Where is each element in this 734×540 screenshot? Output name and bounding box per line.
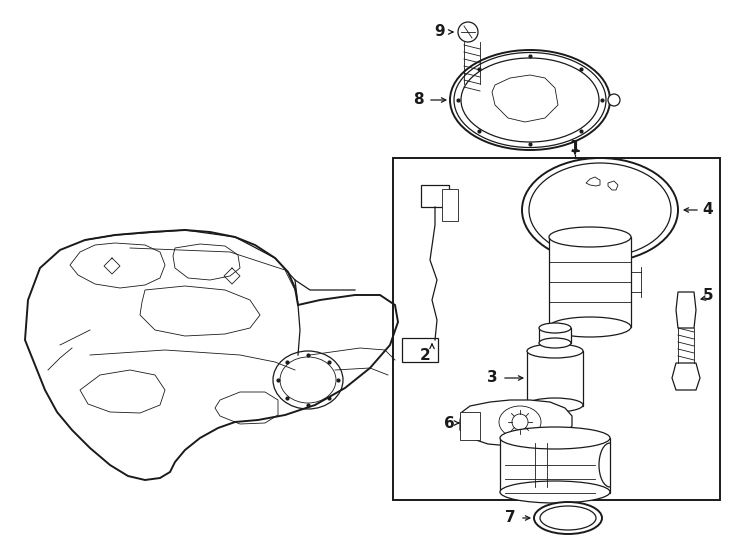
Ellipse shape: [529, 163, 671, 257]
Ellipse shape: [450, 50, 610, 150]
Bar: [527, 351, 583, 406]
Ellipse shape: [549, 317, 631, 337]
Polygon shape: [672, 363, 700, 390]
Ellipse shape: [500, 427, 610, 449]
Ellipse shape: [527, 344, 583, 358]
Ellipse shape: [527, 398, 583, 412]
Text: 3: 3: [487, 370, 498, 386]
Text: 6: 6: [443, 415, 454, 430]
Text: 4: 4: [702, 202, 713, 218]
Bar: [393, 158, 720, 500]
Ellipse shape: [540, 506, 596, 530]
Text: 8: 8: [413, 92, 424, 107]
Bar: [442, 189, 458, 221]
Text: 9: 9: [435, 24, 446, 39]
Ellipse shape: [549, 227, 631, 247]
Text: 1: 1: [570, 140, 581, 156]
Ellipse shape: [454, 52, 606, 147]
Text: 7: 7: [505, 510, 515, 525]
Bar: [549, 237, 631, 327]
Text: 5: 5: [702, 287, 713, 302]
Ellipse shape: [539, 323, 571, 333]
Circle shape: [458, 22, 478, 42]
Ellipse shape: [534, 502, 602, 534]
Polygon shape: [676, 292, 696, 328]
Bar: [421, 185, 449, 207]
Ellipse shape: [539, 338, 571, 348]
Ellipse shape: [522, 158, 678, 262]
Polygon shape: [460, 400, 572, 446]
Ellipse shape: [500, 481, 610, 503]
Bar: [402, 338, 438, 362]
Text: 1: 1: [570, 140, 581, 156]
Bar: [500, 438, 610, 493]
Bar: [539, 328, 571, 343]
Text: 2: 2: [420, 348, 430, 362]
Circle shape: [608, 94, 620, 106]
Ellipse shape: [461, 58, 599, 142]
Bar: [460, 412, 480, 440]
